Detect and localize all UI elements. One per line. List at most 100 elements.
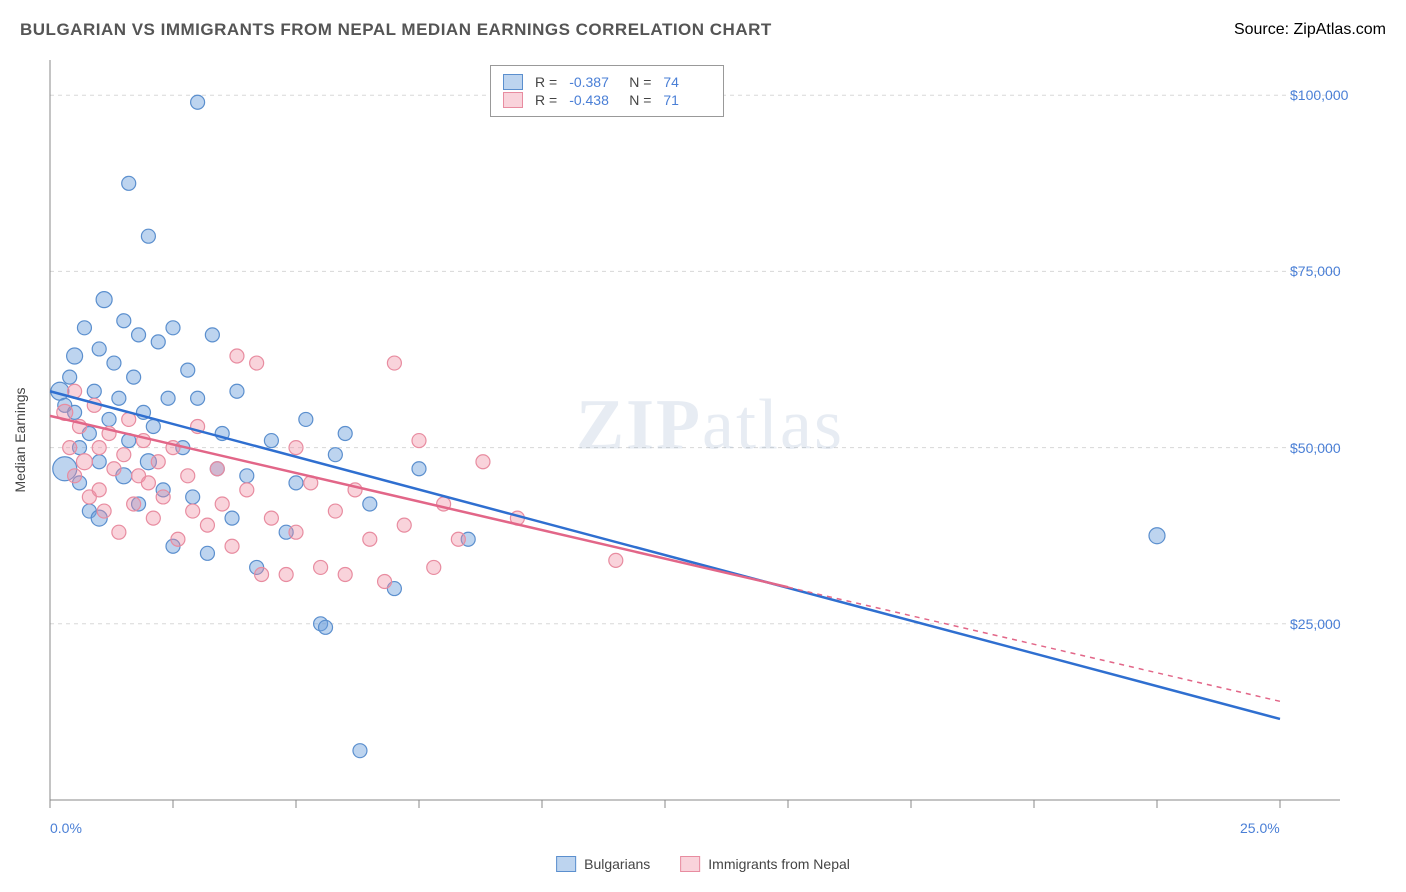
data-point xyxy=(92,441,106,455)
data-point xyxy=(210,462,224,476)
data-point xyxy=(97,504,111,518)
data-point xyxy=(191,95,205,109)
legend-item: Bulgarians xyxy=(556,856,650,872)
data-point xyxy=(122,176,136,190)
data-point xyxy=(387,356,401,370)
data-point xyxy=(427,560,441,574)
data-point xyxy=(171,532,185,546)
legend-n-value: 71 xyxy=(663,92,711,108)
data-point xyxy=(151,335,165,349)
data-point xyxy=(191,391,205,405)
legend-swatch xyxy=(503,74,523,90)
data-point xyxy=(1149,528,1165,544)
legend-r-label: R = xyxy=(535,74,557,90)
data-point xyxy=(63,441,77,455)
legend-label: Immigrants from Nepal xyxy=(708,856,850,872)
data-point xyxy=(102,412,116,426)
y-tick-label: $100,000 xyxy=(1290,87,1348,103)
data-point xyxy=(314,560,328,574)
data-point xyxy=(181,469,195,483)
data-point xyxy=(397,518,411,532)
data-point xyxy=(240,483,254,497)
data-point xyxy=(76,454,92,470)
data-point xyxy=(363,532,377,546)
data-point xyxy=(338,427,352,441)
data-point xyxy=(63,370,77,384)
data-point xyxy=(289,476,303,490)
x-tick-label: 0.0% xyxy=(50,820,82,836)
data-point xyxy=(112,525,126,539)
data-point xyxy=(289,525,303,539)
data-point xyxy=(107,462,121,476)
data-point xyxy=(92,342,106,356)
data-point xyxy=(230,384,244,398)
data-point xyxy=(215,497,229,511)
data-point xyxy=(279,567,293,581)
chart-svg xyxy=(50,60,1370,820)
data-point xyxy=(353,744,367,758)
source: Source: ZipAtlas.com xyxy=(1234,21,1386,39)
chart-container: Median Earnings ZIPatlas R =-0.387N =74R… xyxy=(50,60,1370,820)
data-point xyxy=(146,419,160,433)
y-tick-label: $25,000 xyxy=(1290,616,1341,632)
data-point xyxy=(92,483,106,497)
data-point xyxy=(378,575,392,589)
legend-label: Bulgarians xyxy=(584,856,650,872)
legend-swatch xyxy=(556,856,576,872)
source-label: Source: xyxy=(1234,21,1289,38)
data-point xyxy=(319,620,333,634)
data-point xyxy=(412,434,426,448)
data-point xyxy=(299,412,313,426)
data-point xyxy=(264,511,278,525)
data-point xyxy=(181,363,195,377)
data-point xyxy=(67,348,83,364)
data-point xyxy=(186,504,200,518)
legend-r-value: -0.387 xyxy=(569,74,617,90)
y-axis-label: Median Earnings xyxy=(12,387,28,492)
y-tick-label: $75,000 xyxy=(1290,263,1341,279)
data-point xyxy=(363,497,377,511)
legend-row: R =-0.387N =74 xyxy=(503,74,711,90)
data-point xyxy=(289,441,303,455)
data-point xyxy=(68,469,82,483)
data-point xyxy=(609,553,623,567)
data-point xyxy=(117,448,131,462)
data-point xyxy=(151,455,165,469)
legend-n-label: N = xyxy=(629,92,651,108)
data-point xyxy=(240,469,254,483)
legend-r-value: -0.438 xyxy=(569,92,617,108)
data-point xyxy=(146,511,160,525)
data-point xyxy=(200,518,214,532)
data-point xyxy=(338,567,352,581)
legend-r-label: R = xyxy=(535,92,557,108)
data-point xyxy=(96,292,112,308)
legend-swatch xyxy=(503,92,523,108)
legend-top: R = -0.387 N = 74 R = -0.438 N = 71 xyxy=(490,65,724,117)
data-point xyxy=(255,567,269,581)
data-point xyxy=(107,356,121,370)
data-point xyxy=(476,455,490,469)
data-point xyxy=(200,546,214,560)
legend-swatch xyxy=(680,856,700,872)
data-point xyxy=(77,321,91,335)
data-point xyxy=(205,328,219,342)
trend-line-dashed xyxy=(788,587,1280,701)
legend-n-value: 74 xyxy=(663,74,711,90)
data-point xyxy=(127,497,141,511)
legend-bottom: Bulgarians Immigrants from Nepal xyxy=(556,856,850,872)
data-point xyxy=(250,356,264,370)
legend-row: R = -0.438 N = 71 xyxy=(503,92,711,108)
source-value: ZipAtlas.com xyxy=(1294,21,1386,38)
data-point xyxy=(132,328,146,342)
data-point xyxy=(225,539,239,553)
data-point xyxy=(141,476,155,490)
data-point xyxy=(412,462,426,476)
legend-item: Immigrants from Nepal xyxy=(680,856,850,872)
data-point xyxy=(451,532,465,546)
chart-title: BULGARIAN VS IMMIGRANTS FROM NEPAL MEDIA… xyxy=(20,20,772,40)
data-point xyxy=(230,349,244,363)
trend-line xyxy=(50,391,1280,719)
x-tick-label: 25.0% xyxy=(1240,820,1280,836)
data-point xyxy=(127,370,141,384)
data-point xyxy=(166,321,180,335)
